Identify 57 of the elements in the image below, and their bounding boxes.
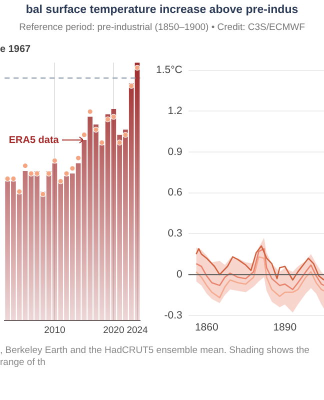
bar: [117, 134, 122, 321]
text: e 1967: [0, 44, 31, 55]
point: [122, 132, 128, 138]
point: [34, 170, 40, 176]
y-tick-label: 0.9: [168, 146, 183, 158]
bar: [105, 114, 110, 321]
bar: [28, 174, 34, 321]
bar: [70, 174, 75, 321]
bar: [134, 62, 140, 321]
point: [70, 165, 76, 172]
y-tick-label: 1.2: [168, 105, 183, 118]
bar: [22, 170, 28, 321]
point: [134, 64, 140, 71]
bar: [16, 194, 22, 321]
bar: [58, 181, 64, 321]
point: [104, 116, 111, 122]
bar: [5, 181, 10, 321]
bar: [34, 170, 40, 321]
bar: [76, 163, 81, 321]
point: [4, 176, 10, 182]
point: [10, 176, 16, 182]
bar: [11, 181, 16, 321]
y-tick-label: -0.3: [164, 309, 183, 322]
bar: [94, 124, 98, 321]
bar: [99, 145, 104, 321]
y-tick-label: 0.6: [168, 186, 183, 199]
point: [64, 170, 70, 176]
y-tick-label: 0: [176, 268, 183, 280]
bar: [128, 83, 134, 321]
x-tick-label: 2024: [126, 324, 148, 336]
x-tick-label: 2010: [44, 324, 66, 336]
x-tick-label: 1860: [194, 322, 218, 334]
point: [28, 170, 34, 176]
point: [128, 82, 134, 89]
point: [110, 114, 117, 120]
point: [52, 158, 58, 164]
bar: [40, 192, 46, 321]
bar: [111, 109, 116, 321]
text: Reference period: pre-industrial (1850–1900) • Credit: C3S/ECMWF: [18, 22, 306, 33]
point: [87, 108, 93, 115]
y-tick-label: 0.3: [168, 228, 183, 240]
chart-title: bal surface temperature increase above pre-indus: [24, 4, 300, 16]
bar: [46, 170, 52, 321]
x-tick-label: 2020: [103, 324, 124, 336]
bar: [82, 140, 87, 321]
bar: [52, 163, 58, 321]
bar: [123, 130, 128, 321]
point: [93, 126, 99, 133]
point: [40, 191, 46, 198]
text: , Berkeley Earth and the HadCRUT5 ensemble mean. Shading shows the range of th: [0, 345, 310, 369]
annotation: ERA5 data: [8, 134, 60, 146]
bar: [88, 116, 93, 321]
y-tick-label: 1.5°C: [156, 64, 183, 76]
point: [116, 140, 122, 146]
point: [46, 170, 52, 176]
x-tick-label: 1890: [273, 322, 297, 334]
bar: [64, 176, 69, 321]
